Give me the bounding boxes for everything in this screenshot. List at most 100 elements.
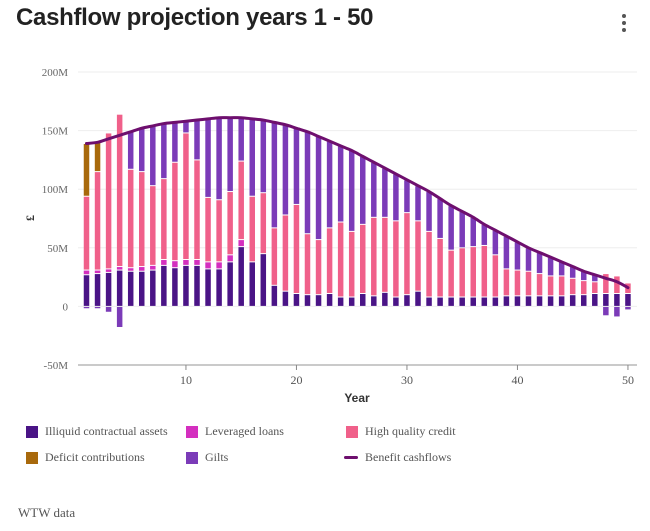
bar-gilts	[304, 132, 311, 234]
bar-gilts	[437, 199, 443, 238]
bar-stack-year-44	[558, 262, 565, 306]
legend-label: High quality credit	[365, 424, 456, 438]
legend-item-hqc[interactable]: High quality credit	[346, 424, 456, 439]
bar-stack-year-29	[393, 174, 399, 306]
bar-gilts	[116, 306, 123, 327]
bar-stack-year-9	[172, 122, 178, 306]
bars	[83, 114, 631, 327]
bar-stack-year-34	[448, 206, 454, 306]
bar-illiquid	[569, 295, 576, 306]
bar-illiquid	[393, 297, 399, 306]
bar-leveraged	[161, 260, 167, 265]
bar-leveraged	[116, 267, 123, 270]
benefit-line-layer	[85, 116, 630, 290]
bar-leveraged	[105, 269, 112, 272]
bar-stack-year-1	[83, 143, 90, 309]
bar-illiquid	[105, 272, 112, 306]
legend-label: Gilts	[205, 450, 229, 464]
bar-stack-year-27	[371, 162, 377, 306]
bar-gilts	[426, 192, 432, 231]
bar-illiquid	[139, 271, 145, 306]
legend-swatch	[26, 425, 38, 438]
bar-illiquid	[94, 274, 101, 306]
bar-illiquid	[371, 296, 377, 306]
legend-label: Leveraged loans	[205, 424, 284, 438]
bar-gilts	[127, 132, 134, 169]
bar-illiquid	[116, 270, 123, 306]
bar-illiquid	[448, 297, 454, 306]
bar-stack-year-28	[382, 168, 388, 306]
bar-hqc	[337, 222, 344, 297]
bar-hqc	[448, 250, 454, 297]
legend-label: Benefit cashflows	[365, 450, 452, 464]
bar-leveraged	[183, 260, 189, 265]
bar-hqc	[514, 270, 521, 296]
bar-gilts	[205, 119, 211, 197]
legend-item-illiquid[interactable]: Illiquid contractual assets	[26, 424, 168, 439]
gridlines	[78, 71, 637, 307]
bar-stack-year-39	[503, 236, 510, 306]
legend-swatch	[26, 451, 38, 464]
bar-leveraged	[150, 265, 156, 270]
bar-gilts	[625, 306, 631, 310]
bar-gilts	[150, 126, 156, 186]
bar-hqc	[183, 133, 189, 260]
bar-hqc	[150, 186, 156, 265]
bar-gilts	[271, 122, 278, 228]
bar-stack-year-25	[348, 151, 355, 306]
legend-item-benefit[interactable]: Benefit cashflows	[344, 450, 451, 465]
bar-illiquid	[271, 285, 278, 306]
bar-illiquid	[581, 295, 587, 306]
more-vertical-icon	[622, 14, 626, 18]
legend-item-leveraged[interactable]: Leveraged loans	[186, 424, 284, 439]
bar-hqc	[547, 276, 554, 296]
bar-illiquid	[503, 296, 510, 306]
bar-stack-year-12	[205, 119, 211, 306]
bar-hqc	[371, 217, 377, 296]
bar-gilts	[337, 146, 344, 222]
bar-stack-year-8	[161, 124, 167, 306]
bar-stack-year-18	[271, 122, 278, 306]
bar-stack-year-20	[293, 128, 300, 306]
bar-gilts	[94, 306, 101, 309]
bar-stack-year-15	[238, 118, 244, 306]
bar-illiquid	[404, 295, 410, 306]
bar-hqc	[127, 169, 134, 268]
bar-stack-year-45	[569, 267, 576, 306]
bar-hqc	[139, 172, 145, 267]
x-tick-label: 20	[290, 373, 302, 387]
benefit-cashflows-line	[85, 116, 630, 290]
legend-item-gilts[interactable]: Gilts	[186, 450, 228, 465]
bar-illiquid	[194, 265, 200, 306]
bar-illiquid	[227, 262, 233, 306]
bar-illiquid	[260, 254, 267, 306]
bar-gilts	[105, 306, 112, 312]
bar-leveraged	[127, 268, 134, 271]
bar-gilts	[448, 206, 454, 250]
bar-gilts	[194, 120, 200, 160]
more-vertical-icon-dot	[622, 21, 626, 25]
legend-swatch	[186, 451, 198, 464]
bar-stack-year-43	[547, 257, 554, 306]
bar-hqc	[614, 276, 620, 294]
bar-hqc	[360, 224, 366, 294]
bar-stack-year-38	[492, 230, 499, 306]
bar-illiquid	[592, 294, 598, 306]
bar-hqc	[437, 238, 443, 297]
bar-stack-year-47	[592, 275, 598, 306]
bar-hqc	[503, 269, 510, 296]
bar-stack-year-17	[260, 120, 267, 306]
more-options-button[interactable]	[616, 12, 632, 38]
bar-hqc	[304, 234, 311, 295]
bar-gilts	[536, 252, 543, 274]
legend-item-deficit[interactable]: Deficit contributions	[26, 450, 145, 465]
bar-stack-year-3	[105, 133, 112, 312]
y-tick-label: 200M	[42, 67, 69, 79]
bar-hqc	[348, 231, 355, 297]
bar-gilts	[360, 156, 366, 224]
bar-leveraged	[227, 255, 233, 262]
bar-illiquid	[216, 269, 222, 306]
bar-illiquid	[614, 294, 620, 306]
bar-stack-year-11	[194, 120, 200, 306]
bar-stack-year-41	[525, 248, 532, 306]
